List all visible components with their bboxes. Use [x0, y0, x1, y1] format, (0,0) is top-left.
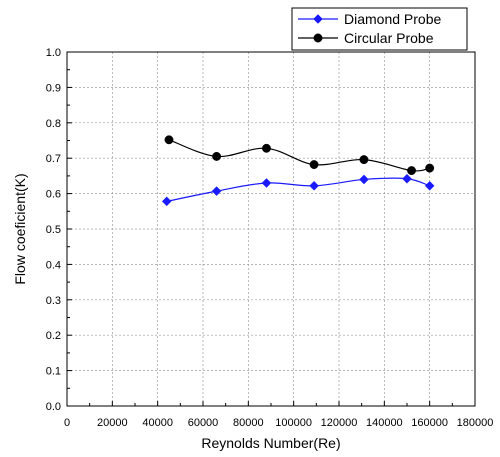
x-tick-label: 180000	[457, 417, 494, 429]
data-point	[211, 186, 222, 196]
x-tick-label: 80000	[233, 417, 264, 429]
series-diamond-probe	[161, 173, 435, 207]
legend-marker	[313, 33, 323, 43]
data-point	[402, 173, 412, 184]
legend: Diamond Probe Circular Probe	[291, 7, 468, 51]
y-tick-label: 0.3	[46, 295, 61, 307]
y-tick-label: 0.5	[46, 224, 61, 236]
data-point	[425, 163, 435, 173]
y-tick-label: 0.9	[46, 82, 61, 94]
y-tick-label: 1.0	[46, 47, 61, 59]
y-tick-label: 0.4	[46, 259, 61, 271]
data-point	[359, 174, 369, 185]
y-tick-label: 0.1	[46, 366, 61, 378]
x-tick-label: 60000	[188, 417, 219, 429]
y-axis-title: Flow coeficient(K)	[12, 173, 28, 284]
x-axis-title: Reynolds Number(Re)	[201, 435, 340, 451]
legend-label: Diamond Probe	[344, 11, 441, 27]
x-tick-label: 160000	[411, 417, 448, 429]
data-point	[309, 180, 319, 191]
y-tick-label: 0.6	[46, 189, 61, 201]
data-point	[161, 196, 172, 207]
y-tick-label: 0.8	[46, 118, 61, 130]
legend-label: Circular Probe	[344, 30, 434, 46]
y-tick-label: 0.0	[46, 401, 61, 413]
axes: 0 20000 40000 60000 80000 100000 120000 140000 1…	[46, 47, 494, 429]
data-point	[359, 155, 369, 165]
legend-marker	[313, 14, 323, 24]
x-tick-label: 100000	[275, 417, 312, 429]
y-tick-label: 0.7	[46, 153, 61, 165]
legend-box	[291, 7, 468, 51]
series-circular-probe	[164, 135, 435, 176]
data-point	[261, 178, 272, 188]
x-tick-label: 140000	[366, 417, 403, 429]
data-point	[212, 151, 222, 161]
series-layer	[161, 135, 435, 207]
x-tick-label: 120000	[321, 417, 358, 429]
x-tick-label: 40000	[142, 417, 173, 429]
data-point	[164, 135, 174, 145]
y-tick-label: 0.2	[46, 330, 61, 342]
x-tick-label: 20000	[97, 417, 128, 429]
data-point	[262, 143, 271, 153]
data-point	[309, 160, 319, 170]
data-point	[424, 180, 435, 191]
x-tick-label: 0	[64, 417, 70, 429]
grid	[67, 52, 475, 406]
data-point	[407, 166, 416, 176]
